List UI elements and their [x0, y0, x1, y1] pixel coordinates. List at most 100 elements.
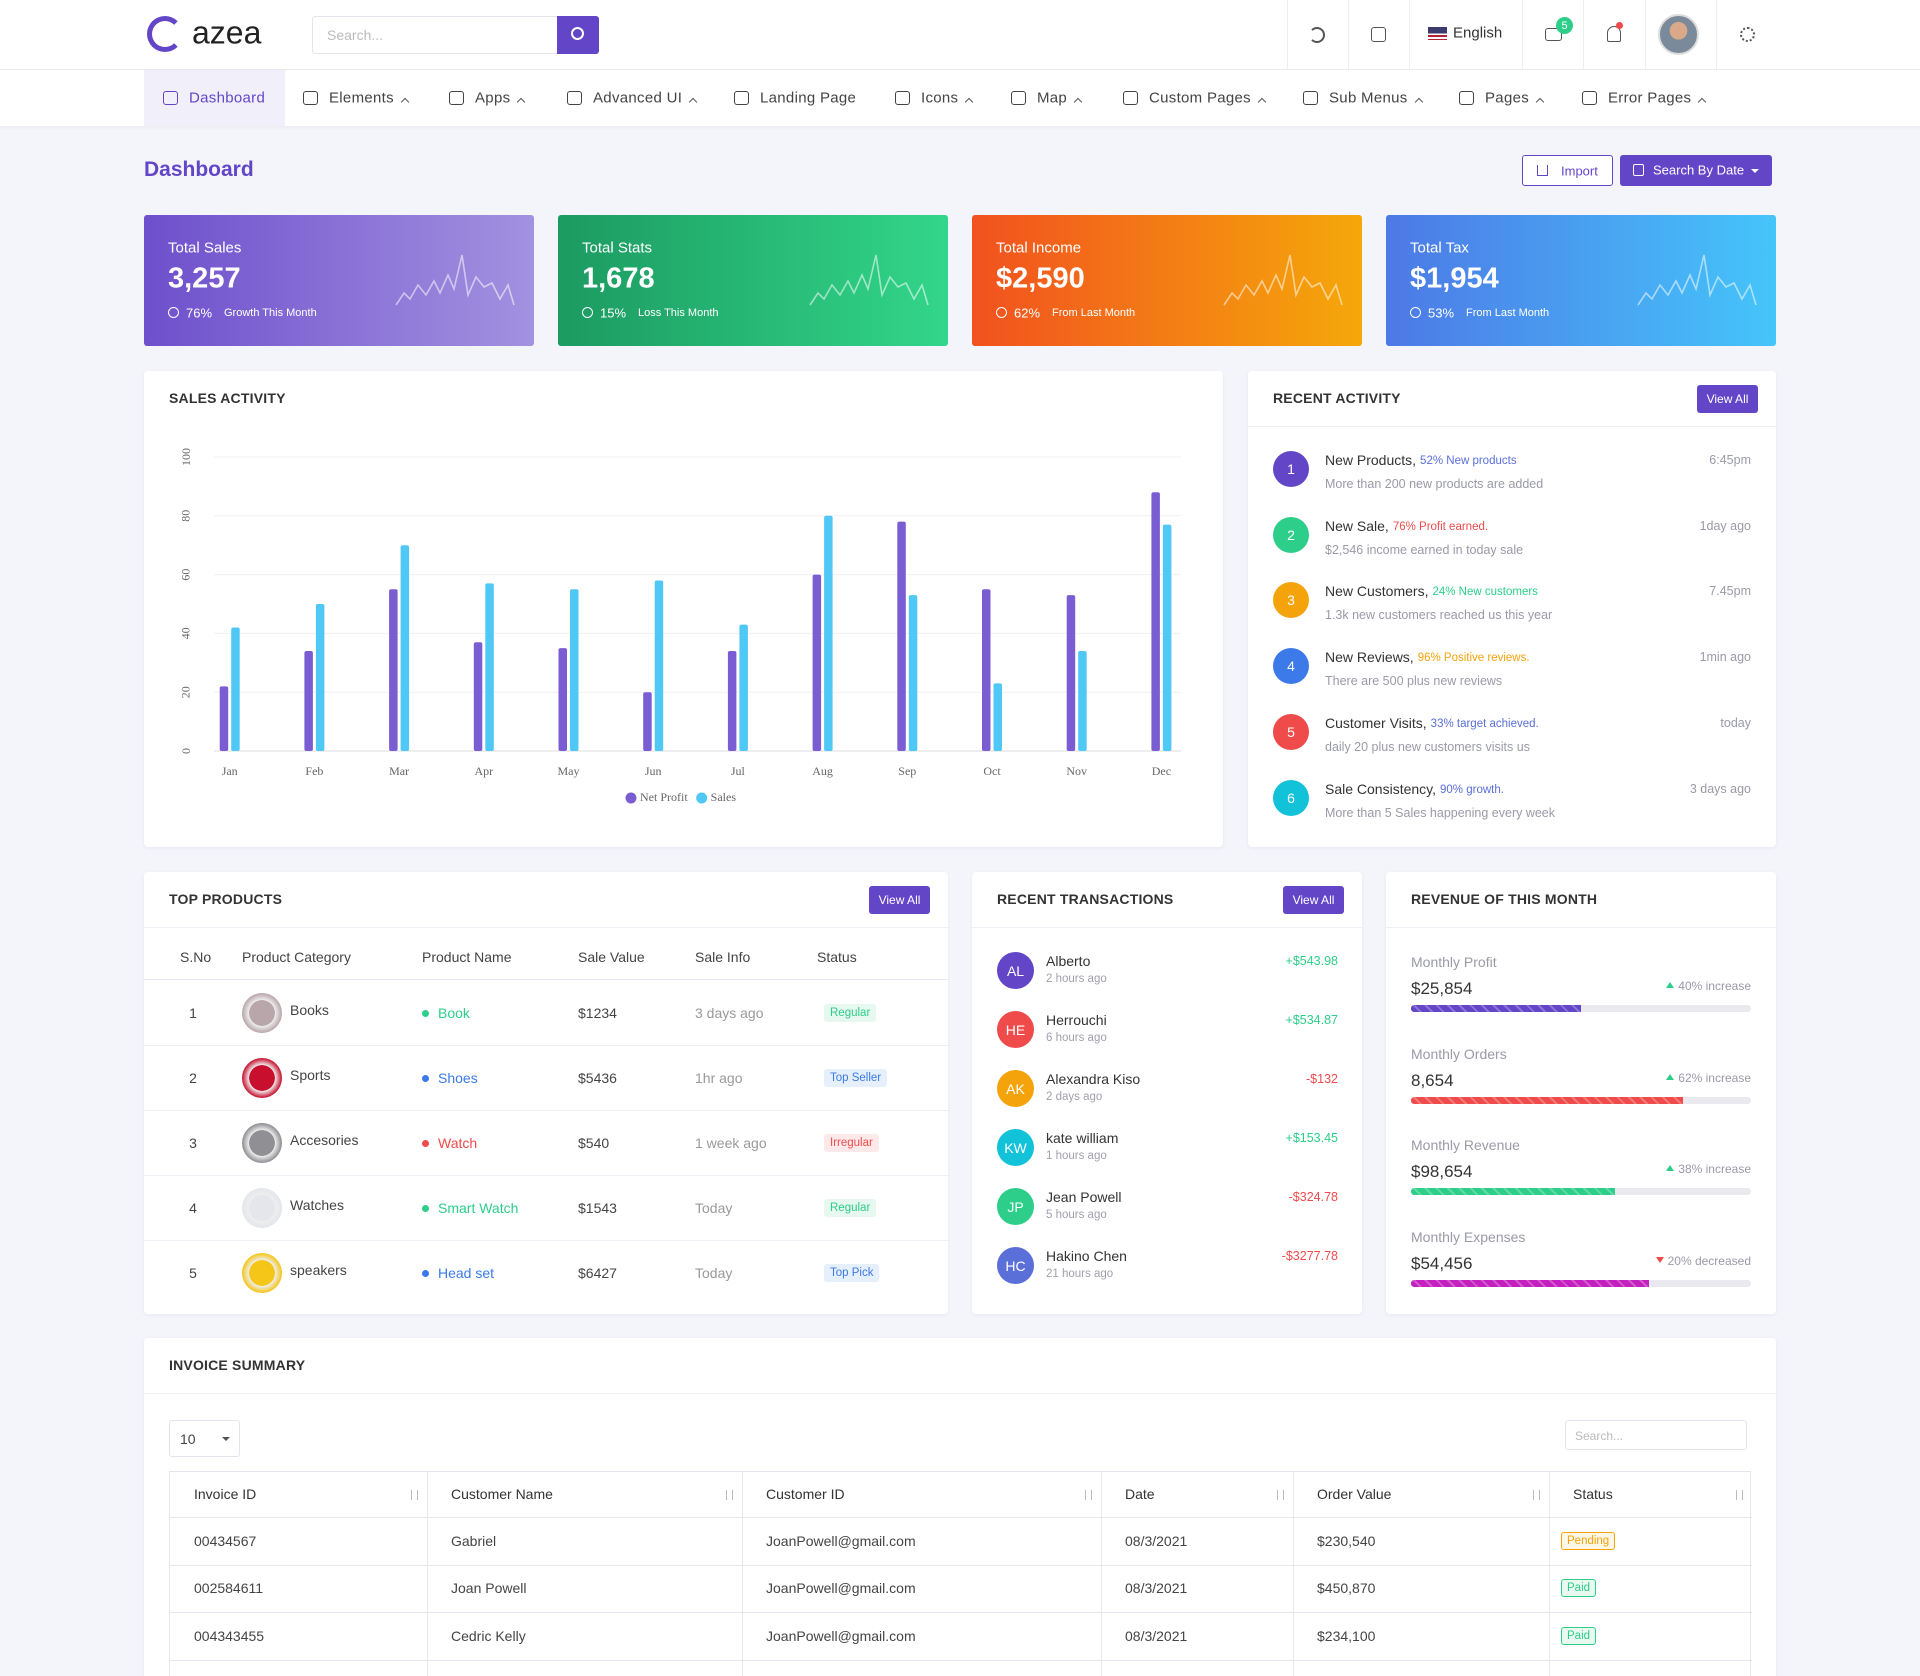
user-avatar[interactable]	[1658, 14, 1699, 55]
nav-item[interactable]: Apps	[475, 89, 511, 107]
revenue-change: 20% decreased	[1667, 1253, 1751, 1268]
activity-title: New Reviews,	[1325, 649, 1414, 666]
nav-caret	[1698, 97, 1707, 107]
product-name: Shoes	[438, 1070, 478, 1086]
activity-number-badge: 2	[1273, 516, 1309, 553]
invoice-column-header[interactable]: Customer ID	[766, 1486, 845, 1502]
notification-dot	[1616, 22, 1623, 29]
customer-initials: HC	[1005, 1257, 1026, 1274]
product-category: Books	[290, 1002, 329, 1018]
notification-icon[interactable]	[1607, 26, 1621, 42]
card-divider	[1248, 426, 1776, 427]
invoice-table: Invoice ID Customer Name Customer ID Date Or…	[169, 1471, 1752, 1676]
status-badge: Top Pick	[824, 1264, 880, 1282]
bar	[1151, 492, 1160, 751]
invoice-column-header[interactable]: Date	[1125, 1486, 1155, 1502]
sort-icon	[1533, 1490, 1540, 1500]
divider	[1583, 0, 1584, 70]
bar	[1162, 524, 1172, 751]
nav-item[interactable]: Landing Page	[760, 89, 857, 107]
column-header: Product Category	[242, 949, 351, 965]
view-all-button[interactable]: View All	[1283, 886, 1344, 914]
activity-time: today	[1720, 715, 1751, 730]
nav-item[interactable]: Icons	[921, 89, 959, 107]
calendar-icon	[1633, 164, 1644, 176]
y-tick-label: 0	[179, 748, 193, 754]
search-box[interactable]: Search...	[312, 16, 558, 54]
row-divider	[144, 1045, 948, 1046]
dark-mode-toggle[interactable]	[1309, 27, 1325, 43]
import-label: Import	[1561, 163, 1598, 179]
sparkline	[1637, 254, 1757, 306]
sale-info: 1hr ago	[695, 1070, 743, 1086]
nav-icon	[1011, 91, 1026, 105]
customer-name: Herrouchi	[1046, 1012, 1107, 1028]
mail-icon[interactable]	[1545, 28, 1562, 41]
nav-item[interactable]: Pages	[1485, 89, 1530, 107]
bar	[570, 589, 579, 751]
view-all-button[interactable]: View All	[1697, 385, 1758, 413]
import-button[interactable]: Import	[1522, 155, 1613, 186]
bar	[727, 651, 737, 751]
search-by-date-button[interactable]: Search By Date	[1620, 155, 1772, 186]
main-nav: Dashboard Elements Apps Advanced UI Landing …	[0, 70, 1920, 126]
search-button[interactable]	[557, 16, 599, 54]
customer-avatar: JP	[997, 1188, 1034, 1225]
language[interactable]: English	[1453, 24, 1503, 42]
nav-item[interactable]: Advanced UI	[593, 89, 683, 107]
settings-icon[interactable]	[1740, 27, 1755, 42]
invoice-column-header[interactable]: Status	[1573, 1486, 1613, 1502]
revenue-card: REVENUE OF THIS MONTH Monthly Profit $25,8…	[1386, 872, 1776, 1314]
invoice-column-header[interactable]: Invoice ID	[194, 1486, 257, 1502]
bar	[824, 515, 833, 751]
card-divider	[144, 1393, 1776, 1394]
activity-number: 5	[1287, 723, 1295, 740]
sparkline-path	[1223, 254, 1343, 306]
nav-icon	[567, 91, 582, 105]
activity-highlight: 96% Positive reviews.	[1417, 652, 1530, 665]
product-category: Sports	[290, 1067, 331, 1083]
nav-item[interactable]: Map	[1037, 89, 1068, 107]
nav-item[interactable]: Elements	[329, 89, 394, 107]
change-arrow	[1666, 982, 1675, 988]
x-tick-label: Dec	[1152, 764, 1171, 778]
nav-caret	[1073, 97, 1083, 107]
table-search[interactable]: Search...	[1565, 1420, 1747, 1450]
serial-number: 2	[189, 1070, 197, 1086]
divider	[1409, 0, 1410, 70]
bar	[982, 589, 991, 751]
progress-fill	[1411, 1279, 1649, 1287]
table-search-placeholder: Search...	[1575, 1429, 1624, 1443]
search-by-date-label: Search By Date	[1653, 162, 1745, 178]
invoice-cell: JoanPowell@gmail.com	[766, 1627, 916, 1644]
bar	[304, 651, 313, 751]
serial-number: 1	[189, 1005, 197, 1021]
nav-item[interactable]: Custom Pages	[1149, 89, 1251, 107]
nav-item[interactable]: Sub Menus	[1329, 89, 1408, 107]
invoice-column-header[interactable]: Customer Name	[451, 1486, 553, 1502]
legend-marker	[696, 792, 708, 804]
nav-item[interactable]: Error Pages	[1608, 89, 1692, 107]
invoice-cell: $230,540	[1317, 1532, 1376, 1549]
stat-change: 15%	[600, 305, 627, 321]
invoice-column-header[interactable]: Order Value	[1317, 1486, 1392, 1502]
product-category: Accesories	[290, 1132, 359, 1148]
fullscreen-toggle[interactable]	[1371, 27, 1386, 42]
stat-change-icon	[582, 307, 593, 318]
view-all-button[interactable]: View All	[869, 886, 930, 914]
transaction-amount: +$534.87	[1285, 1013, 1338, 1027]
revenue-label: Monthly Revenue	[1411, 1137, 1520, 1153]
nav-caret	[1257, 97, 1267, 107]
card-divider	[144, 927, 948, 928]
nav-item[interactable]: Dashboard	[189, 89, 266, 107]
column-divider	[1549, 1472, 1550, 1676]
nav-icon	[1123, 91, 1138, 105]
card-title: REVENUE OF THIS MONTH	[1411, 891, 1598, 907]
page-size-select[interactable]: 10	[169, 1420, 240, 1457]
nav-caret	[965, 97, 974, 107]
top-products-card: TOP PRODUCTS View All S.No Product Category…	[144, 872, 948, 1314]
product-image	[242, 1188, 282, 1228]
product-dot	[422, 1075, 429, 1082]
transaction-amount: -$3277.78	[1281, 1249, 1338, 1263]
